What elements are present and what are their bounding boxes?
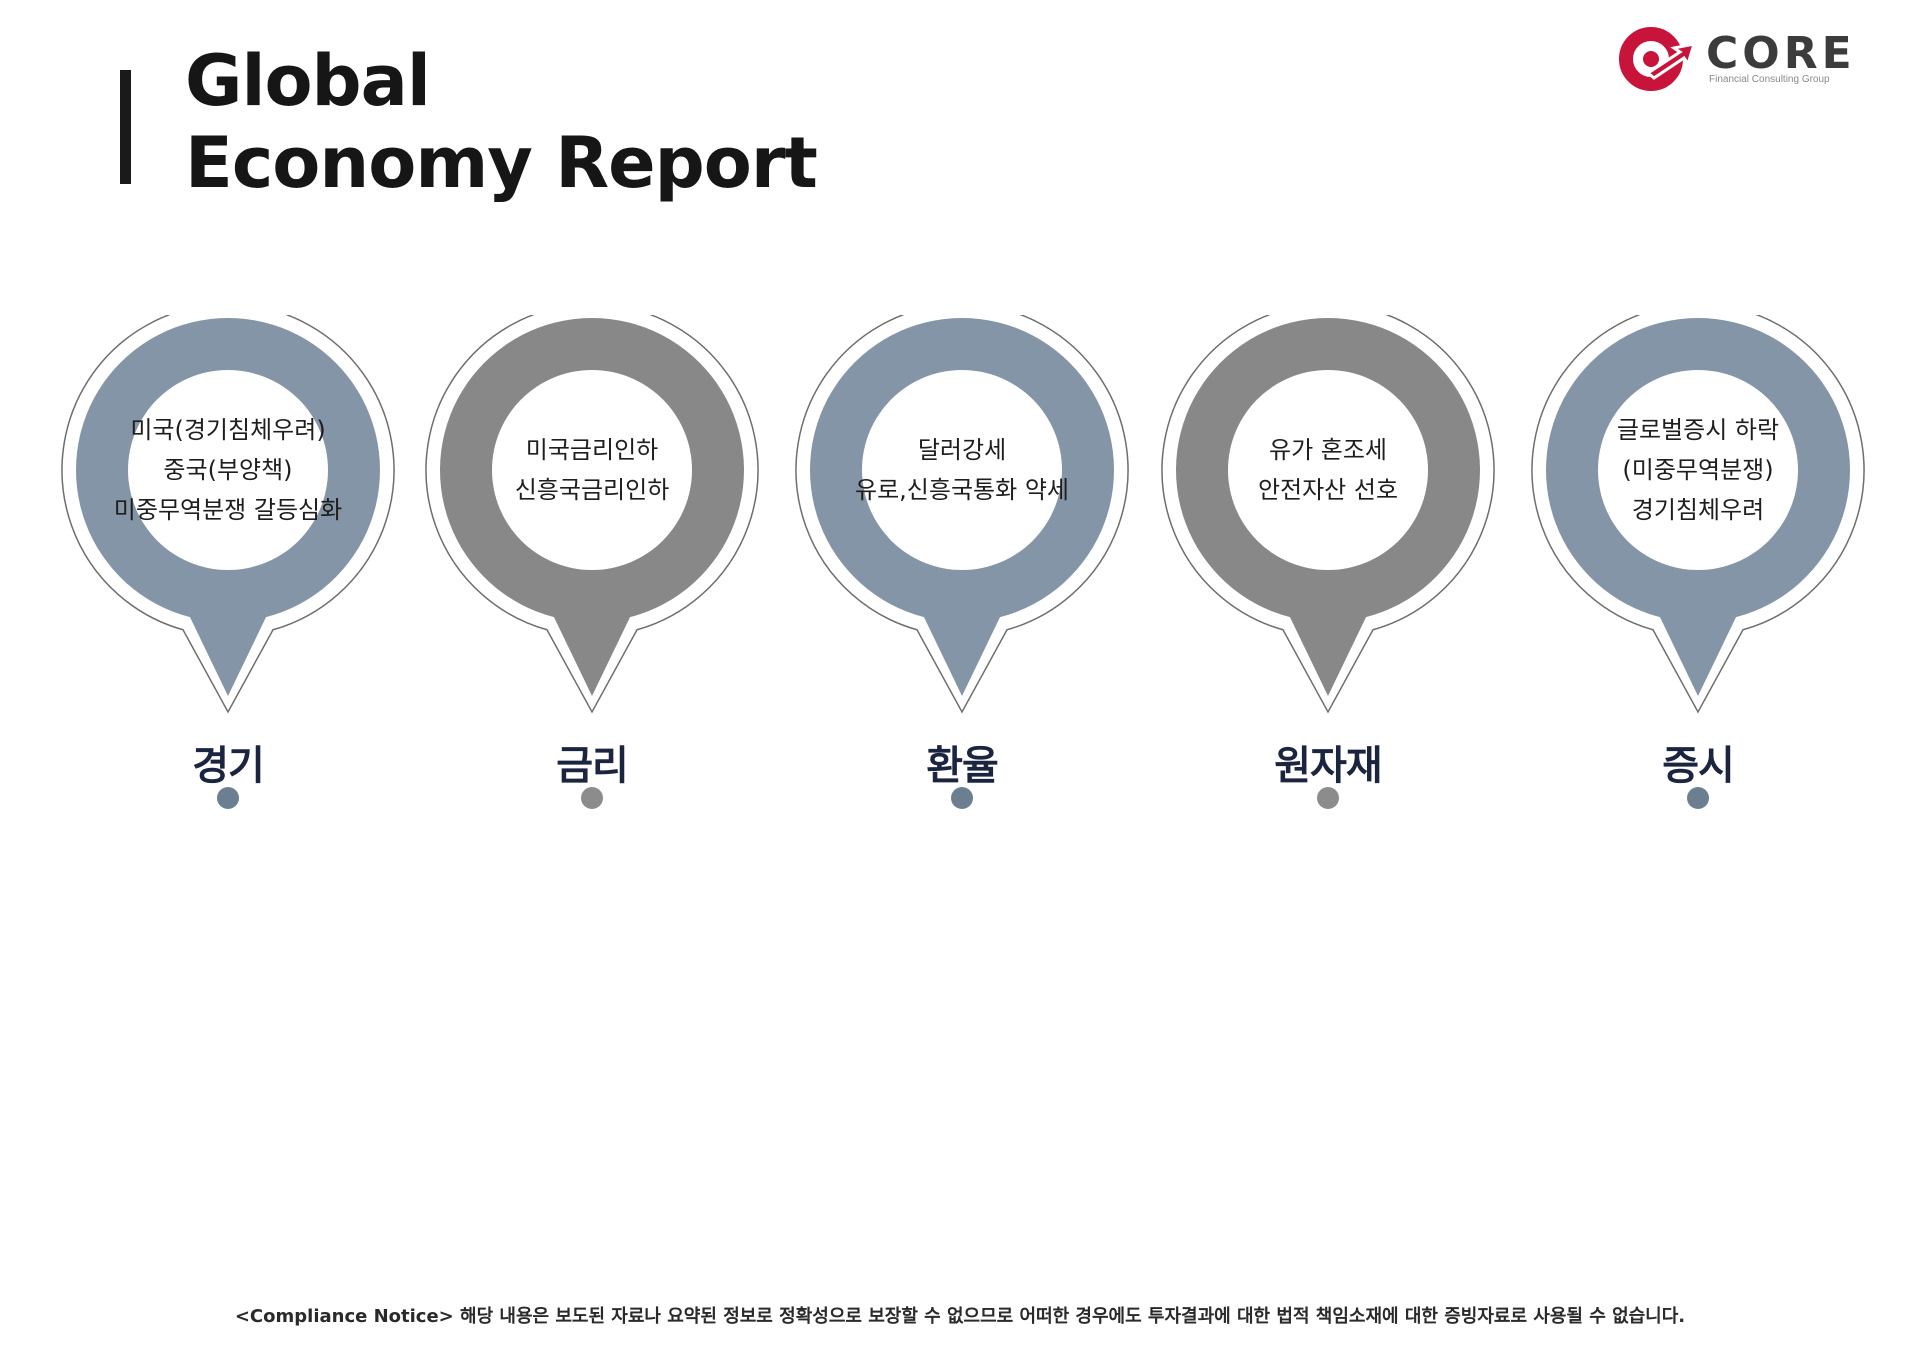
page-title: Global Economy Report <box>185 40 818 204</box>
pin-interest-rate-label: 금리 <box>556 743 629 789</box>
pin-stock-market-icon <box>1531 315 1865 714</box>
logo-mark-icon <box>1619 27 1697 91</box>
pin-exchange-rate-icon <box>795 315 1129 714</box>
pin-stock-market-dot <box>1687 787 1709 809</box>
pin-interest-rate-dot <box>581 787 603 809</box>
pin-exchange-rate-dot <box>951 787 973 809</box>
pin-economy-icon <box>61 315 395 714</box>
pin-stock-market-line: (미중무역분쟁) <box>1622 456 1774 484</box>
pin-exchange-rate-line: 달러강세 <box>917 436 1007 464</box>
pin-commodities-line: 안전자산 선호 <box>1257 476 1399 504</box>
pin-economy: 미국(경기침체우려) 중국(부양책) 미중무역분쟁 갈등심화 경기 <box>58 315 398 809</box>
pin-stock-market-line: 글로벌증시 하락 <box>1616 416 1780 444</box>
pin-stock-market-line: 경기침체우려 <box>1631 496 1765 524</box>
pin-stock-market: 글로벌증시 하락 (미중무역분쟁) 경기침체우려 증시 <box>1528 315 1868 809</box>
pin-economy-line: 미국(경기침체우려) <box>130 416 326 444</box>
pin-interest-rate-line: 미국금리인하 <box>525 436 659 464</box>
pin-economy-label: 경기 <box>192 743 265 789</box>
pin-commodities: 유가 혼조세 안전자산 선호 원자재 <box>1158 315 1498 809</box>
pin-commodities-line: 유가 혼조세 <box>1268 436 1388 464</box>
logo-wordmark: CORE <box>1706 28 1856 79</box>
page-title-line1: Global <box>185 40 431 122</box>
pin-economy-text: 미국(경기침체우려) 중국(부양책) 미중무역분쟁 갈등심화 <box>78 401 378 539</box>
pin-stock-market-text: 글로벌증시 하락 (미중무역분쟁) 경기침체우려 <box>1548 401 1848 539</box>
page-title-line2: Economy Report <box>185 122 818 204</box>
pin-commodities-dot <box>1317 787 1339 809</box>
pin-economy-line: 중국(부양책) <box>163 456 293 484</box>
pin-commodities-label: 원자재 <box>1274 743 1382 789</box>
pin-interest-rate-text: 미국금리인하 신흥국금리인하 <box>442 401 742 539</box>
pin-interest-rate-icon <box>425 315 759 714</box>
pin-commodities-icon <box>1161 315 1495 714</box>
logo-tagline: Financial Consulting Group <box>1709 74 1830 85</box>
pin-stock-market-label: 증시 <box>1662 743 1735 789</box>
pin-exchange-rate-label: 환율 <box>926 743 999 789</box>
core-logo: CORE Financial Consulting Group <box>1618 26 1852 92</box>
pin-exchange-rate-line: 유로,신흥국통화 약세 <box>855 476 1069 504</box>
pin-commodities-text: 유가 혼조세 안전자산 선호 <box>1178 401 1478 539</box>
pin-interest-rate: 미국금리인하 신흥국금리인하 금리 <box>422 315 762 809</box>
pin-exchange-rate: 달러강세 유로,신흥국통화 약세 환율 <box>792 315 1132 809</box>
pin-exchange-rate-text: 달러강세 유로,신흥국통화 약세 <box>812 401 1112 539</box>
title-accent-bar <box>120 70 131 184</box>
pin-economy-line: 미중무역분쟁 갈등심화 <box>113 496 343 524</box>
pin-economy-dot <box>217 787 239 809</box>
compliance-notice: <Compliance Notice> 해당 내용은 보도된 자료나 요약된 정… <box>234 1306 1686 1327</box>
pin-interest-rate-line: 신흥국금리인하 <box>514 476 670 504</box>
